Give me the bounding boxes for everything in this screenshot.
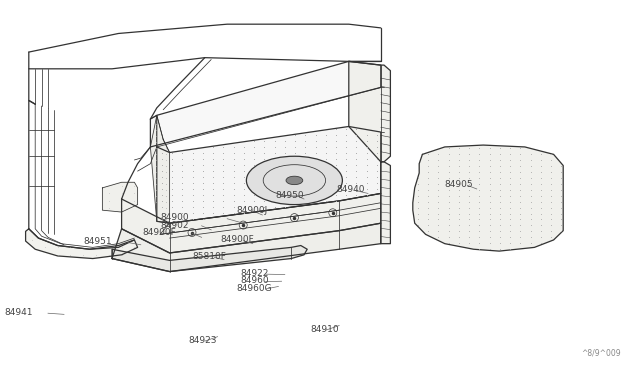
Text: 84940: 84940 bbox=[336, 185, 365, 194]
Polygon shape bbox=[102, 182, 138, 212]
Text: 84951: 84951 bbox=[83, 237, 112, 246]
Text: 84900: 84900 bbox=[160, 213, 189, 222]
Ellipse shape bbox=[286, 176, 303, 185]
Polygon shape bbox=[112, 246, 307, 272]
Polygon shape bbox=[150, 115, 170, 223]
Polygon shape bbox=[157, 126, 381, 223]
Text: 84922: 84922 bbox=[240, 269, 268, 278]
Text: 84905: 84905 bbox=[445, 180, 474, 189]
Polygon shape bbox=[349, 61, 390, 162]
Text: 84910: 84910 bbox=[310, 325, 339, 334]
Text: ^8/9^009: ^8/9^009 bbox=[581, 348, 621, 357]
Polygon shape bbox=[122, 193, 381, 253]
Polygon shape bbox=[413, 145, 563, 251]
Text: 84941: 84941 bbox=[4, 308, 33, 317]
Polygon shape bbox=[150, 61, 381, 147]
Text: 84960G: 84960G bbox=[237, 284, 273, 293]
Text: 84900J: 84900J bbox=[237, 206, 268, 215]
Text: 85810F: 85810F bbox=[192, 252, 226, 261]
Polygon shape bbox=[112, 223, 381, 272]
Text: 84902: 84902 bbox=[160, 221, 189, 230]
Polygon shape bbox=[26, 229, 138, 259]
Polygon shape bbox=[381, 162, 390, 244]
Text: 84950: 84950 bbox=[275, 191, 304, 200]
Text: 84960: 84960 bbox=[240, 276, 269, 285]
Text: 84900F: 84900F bbox=[221, 235, 255, 244]
Ellipse shape bbox=[246, 156, 342, 205]
Text: 84923: 84923 bbox=[189, 336, 218, 345]
Text: 84900F: 84900F bbox=[142, 228, 176, 237]
